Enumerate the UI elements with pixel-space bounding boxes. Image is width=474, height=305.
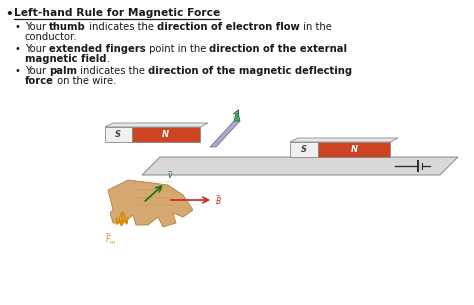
Polygon shape [105,123,208,127]
Text: direction of the external: direction of the external [210,44,347,54]
Text: N: N [162,130,169,139]
Text: indicates the: indicates the [77,66,148,77]
Text: •: • [15,44,21,54]
Text: thumb: thumb [49,21,86,31]
Text: $\vec{v}$: $\vec{v}$ [167,169,173,181]
Text: $\vec{B}$: $\vec{B}$ [215,193,222,207]
Text: Your: Your [25,21,49,31]
Text: on the wire.: on the wire. [54,77,116,87]
Text: S: S [115,130,121,139]
Text: magnetic field: magnetic field [25,54,107,64]
Polygon shape [234,113,240,121]
Text: S: S [301,145,307,154]
Text: direction of the magnetic deflecting: direction of the magnetic deflecting [148,66,353,77]
Text: point in the: point in the [146,44,210,54]
Text: Your: Your [25,44,49,54]
Text: conductor.: conductor. [25,31,78,41]
Bar [105,127,132,142]
Text: in the: in the [300,21,332,31]
Text: •: • [5,8,13,21]
Polygon shape [290,138,398,142]
Text: palm: palm [49,66,77,77]
Text: •: • [15,66,21,77]
Bar [318,142,390,157]
Text: direction of electron flow: direction of electron flow [157,21,300,31]
Polygon shape [210,121,240,147]
Text: force: force [25,77,54,87]
Bar [290,142,318,157]
Text: .: . [107,54,110,64]
Text: $\vec{F}_m$: $\vec{F}_m$ [105,232,116,247]
Polygon shape [108,180,193,227]
Polygon shape [142,157,458,175]
Text: •: • [15,21,21,31]
Text: Your: Your [25,66,49,77]
Text: indicates the: indicates the [86,21,157,31]
Text: extended fingers: extended fingers [49,44,146,54]
Text: Left-hand Rule for Magnetic Force: Left-hand Rule for Magnetic Force [14,8,220,18]
Text: N: N [350,145,357,154]
Bar [132,127,200,142]
